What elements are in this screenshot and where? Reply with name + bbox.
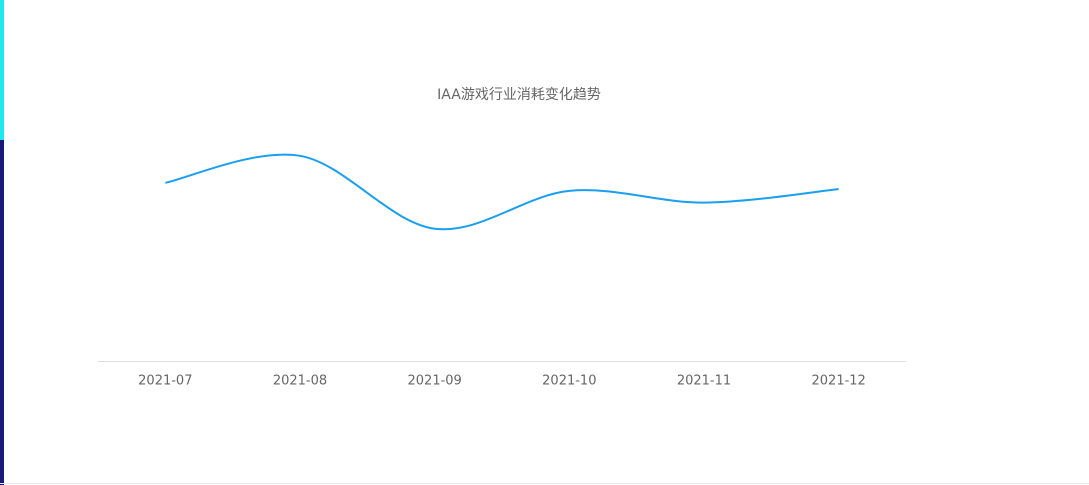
line [165, 153, 839, 231]
x-tick-label: 2021-11 [677, 374, 731, 389]
divider [0, 483, 1089, 484]
x-tick-label: 2021-12 [812, 374, 866, 389]
accent-bar [0, 0, 4, 140]
chart-title: IAA游戏行业消耗变化趋势 [437, 87, 601, 103]
x-tick-label: 2021-08 [273, 374, 327, 389]
x-tick-label: 2021-07 [138, 374, 192, 389]
accent-bar [0, 140, 4, 485]
x-tick-label: 2021-10 [542, 374, 596, 389]
x-tick-label: 2021-09 [408, 374, 462, 389]
